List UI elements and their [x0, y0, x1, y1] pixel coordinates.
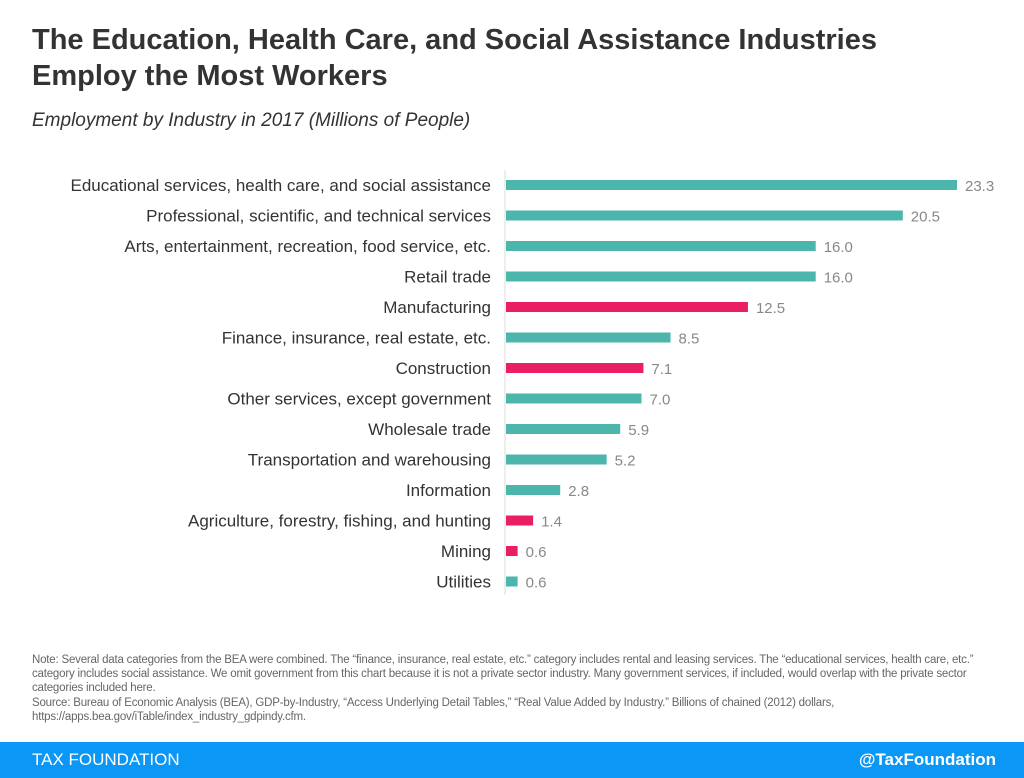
value-label: 12.5 — [756, 300, 785, 317]
footer: TAX FOUNDATION @TaxFoundation — [0, 742, 1024, 778]
value-label: 2.8 — [568, 483, 589, 500]
bar — [506, 302, 748, 312]
bar — [506, 180, 957, 190]
value-label: 20.5 — [911, 209, 940, 226]
category-label: Finance, insurance, real estate, etc. — [222, 329, 491, 348]
bar — [506, 424, 621, 434]
bar — [506, 515, 534, 526]
chart-title: The Education, Health Care, and Social A… — [32, 24, 877, 92]
value-label: 16.0 — [824, 239, 853, 256]
notes: Note: Several data categories from the B… — [32, 653, 1007, 724]
bar — [506, 576, 518, 587]
category-label: Information — [406, 481, 491, 500]
bar-chart: Educational services, health care, and s… — [70, 170, 994, 595]
category-label: Transportation and warehousing — [248, 451, 491, 470]
value-label: 1.4 — [541, 514, 562, 531]
chart-subtitle: Employment by Industry in 2017 (Millions… — [32, 110, 471, 131]
category-label: Educational services, health care, and s… — [70, 176, 491, 195]
value-label: 0.6 — [526, 544, 547, 561]
bar — [506, 271, 816, 282]
value-label: 23.3 — [965, 178, 994, 195]
bar — [506, 393, 642, 404]
bar — [506, 332, 671, 343]
bar — [506, 210, 903, 221]
category-label: Wholesale trade — [368, 420, 491, 439]
value-label: 16.0 — [824, 270, 853, 287]
category-label: Utilities — [436, 573, 491, 592]
note-text: Note: Several data categories from the B… — [32, 654, 974, 695]
source-text: Source: Bureau of Economic Analysis (BEA… — [32, 696, 835, 723]
category-label: Other services, except government — [227, 390, 491, 409]
category-label: Arts, entertainment, recreation, food se… — [124, 237, 491, 256]
bar — [506, 241, 816, 251]
value-label: 7.0 — [649, 392, 670, 409]
category-label: Construction — [396, 359, 491, 378]
category-label: Agriculture, forestry, fishing, and hunt… — [188, 512, 491, 531]
bar — [506, 546, 518, 556]
value-label: 5.2 — [615, 453, 636, 470]
category-label: Retail trade — [404, 268, 491, 287]
category-label: Mining — [441, 542, 491, 561]
brand-logo: TAX FOUNDATION — [32, 750, 180, 769]
bar — [506, 485, 561, 495]
bar — [506, 454, 607, 465]
value-label: 8.5 — [679, 331, 700, 348]
twitter-handle[interactable]: @TaxFoundation — [858, 750, 996, 769]
bar — [506, 363, 644, 373]
value-label: 7.1 — [651, 361, 672, 378]
category-label: Professional, scientific, and technical … — [146, 207, 491, 226]
value-label: 5.9 — [628, 422, 649, 439]
value-label: 0.6 — [526, 575, 547, 592]
category-label: Manufacturing — [383, 298, 491, 317]
